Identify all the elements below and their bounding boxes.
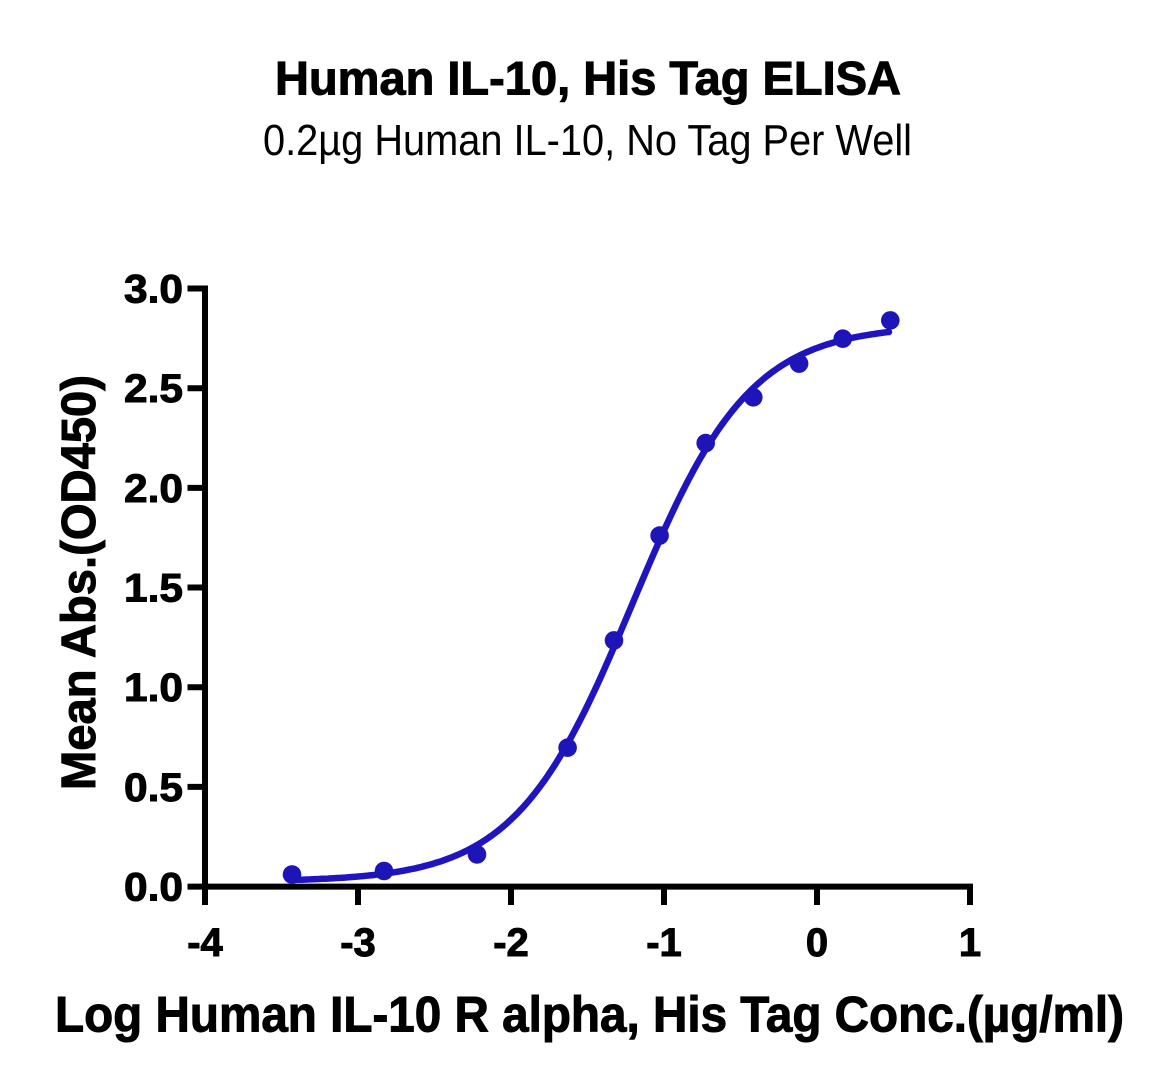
- svg-text:-4: -4: [187, 921, 223, 965]
- svg-text:Log Human IL-10 R alpha, His T: Log Human IL-10 R alpha, His Tag Conc.(µ…: [55, 987, 1124, 1043]
- svg-text:-1: -1: [646, 921, 682, 965]
- svg-text:2.0: 2.0: [124, 467, 183, 511]
- svg-text:1: 1: [959, 921, 981, 965]
- svg-text:0: 0: [806, 921, 828, 965]
- svg-text:-3: -3: [340, 921, 376, 965]
- svg-text:3.0: 3.0: [124, 268, 183, 312]
- svg-text:Human IL-10, His Tag ELISA: Human IL-10, His Tag ELISA: [275, 53, 901, 106]
- svg-text:2.5: 2.5: [124, 367, 183, 411]
- svg-text:1.0: 1.0: [124, 666, 183, 710]
- svg-text:0.2µg Human IL-10, No Tag Per: 0.2µg Human IL-10, No Tag Per Well: [263, 116, 912, 165]
- svg-text:0.5: 0.5: [124, 766, 183, 810]
- svg-text:0.0: 0.0: [124, 866, 183, 910]
- svg-text:-2: -2: [493, 921, 529, 965]
- svg-text:1.5: 1.5: [124, 567, 183, 611]
- svg-text:Mean Abs.(OD450): Mean Abs.(OD450): [53, 375, 106, 790]
